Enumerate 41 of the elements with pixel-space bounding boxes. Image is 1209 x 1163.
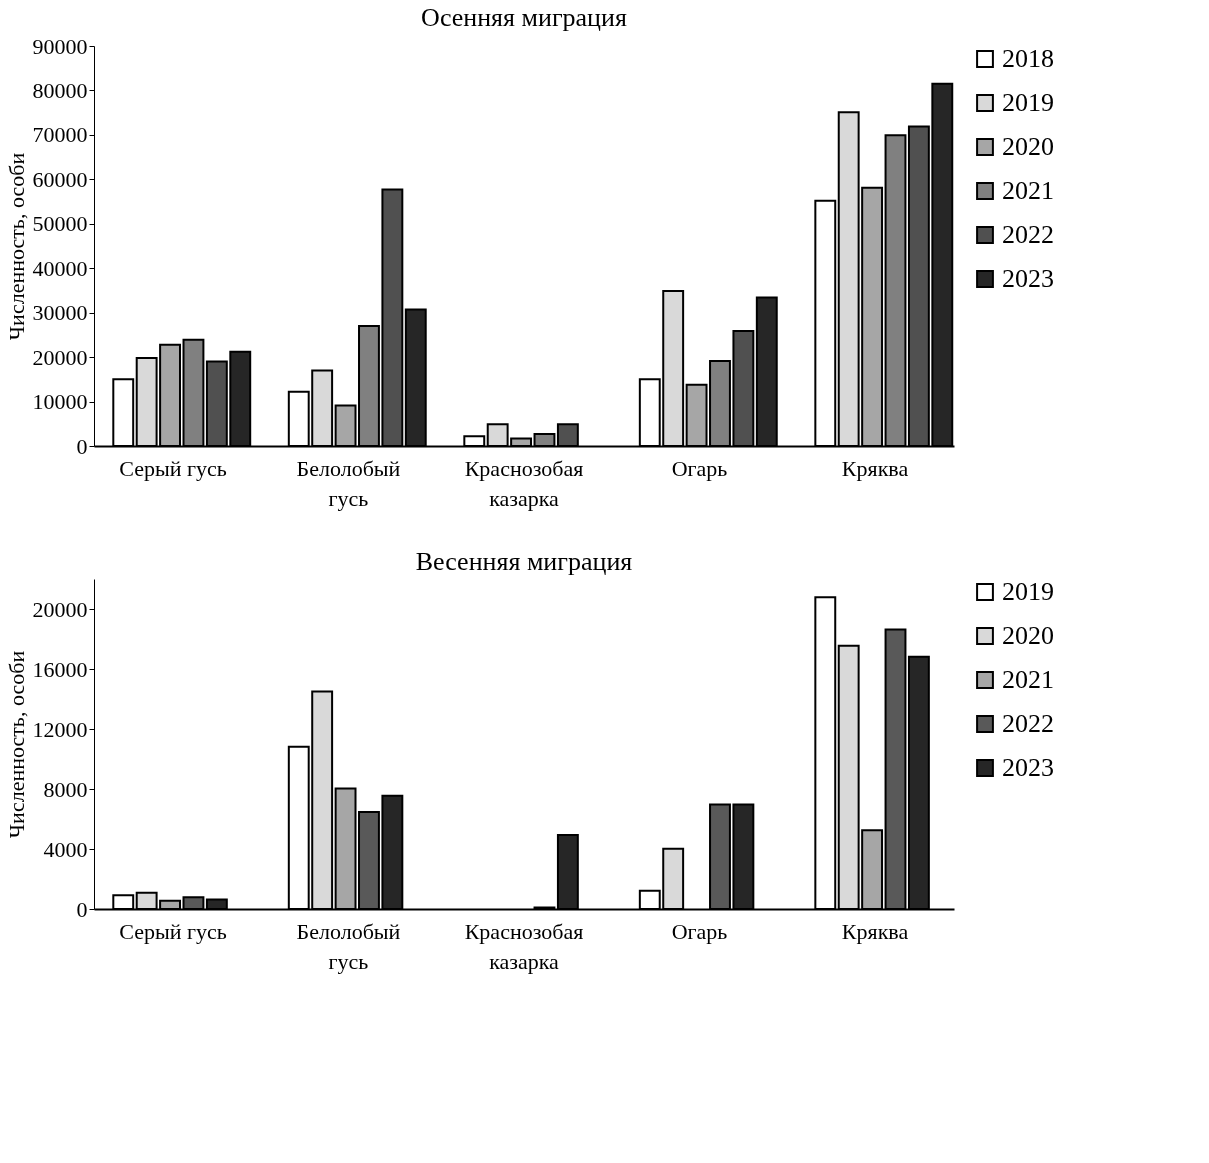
legend-label: 2021: [1002, 176, 1054, 205]
x-tick-label: Краснозобая казарка: [464, 455, 584, 511]
legend-label: 2023: [1002, 753, 1054, 782]
chart-title: Осенняя миграция: [421, 3, 627, 32]
x-tick-label: Белолобый гусь: [296, 918, 401, 974]
legend-label: 2019: [1002, 88, 1054, 117]
legend-label: 2023: [1002, 264, 1054, 293]
y-tick-label: 60000: [32, 166, 88, 192]
y-tick-label: 90000: [32, 33, 88, 59]
y-tick-label: 4000: [43, 836, 88, 862]
x-tick-label: Краснозобая казарка: [464, 918, 584, 974]
legend-label: 2021: [1002, 665, 1054, 694]
x-tick-label: Огарь: [671, 455, 728, 481]
legend-label: 2018: [1002, 44, 1054, 73]
legend-label: 2020: [1002, 621, 1054, 650]
x-tick-label: Серый гусь: [119, 918, 227, 944]
x-tick-label: Кряква: [841, 455, 909, 481]
y-tick-label: 50000: [32, 211, 88, 237]
y-tick-label: 16000: [32, 656, 88, 682]
y-tick-label: 0: [76, 896, 88, 922]
y-tick-label: 20000: [32, 596, 88, 622]
y-axis-title: Численность, особи: [3, 152, 29, 341]
y-tick-label: 70000: [32, 122, 88, 148]
legend-label: 2022: [1002, 709, 1054, 738]
x-tick-label: Кряква: [841, 918, 909, 944]
y-tick-label: 10000: [32, 389, 88, 415]
y-tick-label: 8000: [43, 776, 88, 802]
y-tick-label: 0: [76, 433, 88, 459]
y-axis-title: Численность, особи: [3, 650, 29, 839]
y-tick-label: 40000: [32, 255, 88, 281]
x-tick-label: Белолобый гусь: [296, 455, 401, 511]
y-tick-label: 80000: [32, 77, 88, 103]
chart-title: Весенняя миграция: [415, 547, 633, 576]
y-tick-label: 20000: [32, 344, 88, 370]
y-tick-label: 12000: [32, 716, 88, 742]
y-tick-label: 30000: [32, 300, 88, 326]
x-tick-label: Огарь: [671, 918, 728, 944]
legend-label: 2020: [1002, 132, 1054, 161]
x-tick-label: Серый гусь: [119, 455, 227, 481]
legend-label: 2019: [1002, 577, 1054, 606]
legend-label: 2022: [1002, 220, 1054, 249]
